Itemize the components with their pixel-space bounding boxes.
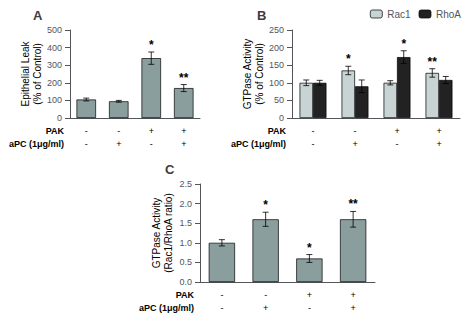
svg-text:-: - — [85, 126, 88, 136]
svg-text:+: + — [436, 126, 441, 136]
svg-text:PAK: PAK — [46, 126, 65, 136]
svg-text:PAK: PAK — [176, 290, 195, 300]
svg-text:+: + — [352, 139, 357, 149]
svg-text:500: 500 — [47, 25, 62, 35]
svg-text:-: - — [85, 139, 88, 149]
svg-text:*: * — [346, 52, 351, 66]
svg-text:RhoA: RhoA — [436, 9, 461, 20]
svg-text:aPC (1μg/ml): aPC (1μg/ml) — [139, 303, 194, 313]
svg-text:-: - — [396, 139, 399, 149]
svg-text:+: + — [350, 303, 355, 313]
svg-text:-: - — [220, 303, 223, 313]
svg-text:-: - — [220, 290, 223, 300]
svg-text:**: ** — [428, 55, 438, 69]
svg-text:-: - — [312, 139, 315, 149]
svg-text:PAK: PAK — [268, 126, 287, 136]
svg-text:B: B — [257, 8, 266, 23]
svg-text:(% of Control): (% of Control) — [32, 43, 43, 105]
svg-text:*: * — [307, 241, 312, 255]
svg-text:+: + — [350, 290, 355, 300]
svg-text:(% of Control): (% of Control) — [254, 43, 265, 105]
svg-text:**: ** — [348, 197, 358, 211]
svg-text:2.0: 2.0 — [179, 199, 192, 209]
svg-text:100: 100 — [269, 78, 284, 88]
svg-text:2.5: 2.5 — [179, 179, 192, 189]
svg-text:+: + — [149, 126, 154, 136]
svg-text:400: 400 — [47, 43, 62, 53]
svg-text:Epithelial Leak: Epithelial Leak — [20, 40, 31, 106]
svg-text:250: 250 — [269, 25, 284, 35]
svg-text:0.5: 0.5 — [179, 257, 192, 267]
svg-text:GTPase Activity: GTPase Activity — [151, 198, 162, 269]
svg-text:1.5: 1.5 — [179, 218, 192, 228]
svg-text:+: + — [181, 126, 186, 136]
svg-text:200: 200 — [47, 78, 62, 88]
svg-text:A: A — [33, 8, 43, 23]
svg-text:Rac1: Rac1 — [387, 9, 411, 20]
svg-text:+: + — [116, 139, 121, 149]
svg-text:+: + — [307, 290, 312, 300]
svg-text:-: - — [150, 139, 153, 149]
svg-text:300: 300 — [47, 60, 62, 70]
svg-text:+: + — [181, 139, 186, 149]
svg-text:-: - — [312, 126, 315, 136]
svg-text:0.0: 0.0 — [179, 277, 192, 287]
svg-text:0: 0 — [57, 113, 62, 123]
svg-text:aPC (1μg/ml): aPC (1μg/ml) — [9, 139, 64, 149]
svg-text:-: - — [354, 126, 357, 136]
svg-text:+: + — [394, 126, 399, 136]
svg-text:100: 100 — [47, 95, 62, 105]
svg-text:200: 200 — [269, 43, 284, 53]
svg-text:C: C — [165, 162, 175, 177]
svg-text:(Rac1/RhoA ratio): (Rac1/RhoA ratio) — [163, 193, 174, 272]
svg-text:+: + — [263, 303, 268, 313]
svg-text:+: + — [436, 139, 441, 149]
svg-text:*: * — [263, 198, 268, 212]
svg-text:-: - — [264, 290, 267, 300]
svg-text:*: * — [149, 38, 154, 52]
svg-text:150: 150 — [269, 60, 284, 70]
svg-text:*: * — [401, 37, 406, 51]
svg-text:0: 0 — [279, 113, 284, 123]
svg-text:-: - — [117, 126, 120, 136]
svg-text:50: 50 — [274, 95, 284, 105]
svg-text:GTPase Activity: GTPase Activity — [242, 39, 253, 110]
svg-text:1.0: 1.0 — [179, 238, 192, 248]
svg-text:aPC (1μg/ml): aPC (1μg/ml) — [231, 139, 286, 149]
svg-text:**: ** — [179, 71, 189, 85]
svg-text:-: - — [308, 303, 311, 313]
